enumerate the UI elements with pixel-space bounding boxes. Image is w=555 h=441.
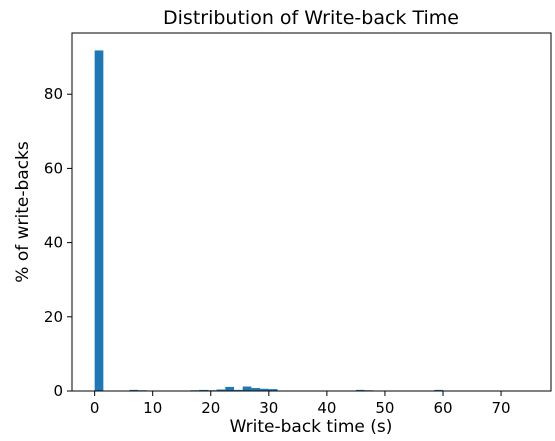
y-tick-label: 40 <box>44 234 63 252</box>
chart-title: Distribution of Write-back Time <box>163 7 459 29</box>
bar-0 <box>95 50 104 391</box>
y-axis-ticks: 0 20 40 60 80 <box>44 85 72 400</box>
plot-frame <box>72 33 551 391</box>
y-axis-label: % of write-backs <box>13 141 33 283</box>
y-tick-label: 0 <box>53 382 63 400</box>
bar-11 <box>243 387 252 391</box>
x-tick-label: 20 <box>201 399 220 417</box>
y-tick-label: 20 <box>44 308 63 326</box>
x-axis-ticks: 0 10 20 30 40 50 60 70 <box>90 391 511 417</box>
y-tick-label: 60 <box>44 159 63 177</box>
x-tick-label: 10 <box>143 399 162 417</box>
bars-group <box>95 50 443 391</box>
x-tick-label: 70 <box>492 399 511 417</box>
x-tick-label: 60 <box>433 399 452 417</box>
x-tick-label: 0 <box>90 399 100 417</box>
x-tick-label: 40 <box>317 399 336 417</box>
x-tick-label: 50 <box>375 399 394 417</box>
x-tick-label: 30 <box>259 399 278 417</box>
bar-9 <box>225 387 234 391</box>
x-axis-label: Write-back time (s) <box>230 417 393 437</box>
y-tick-label: 80 <box>44 85 63 103</box>
